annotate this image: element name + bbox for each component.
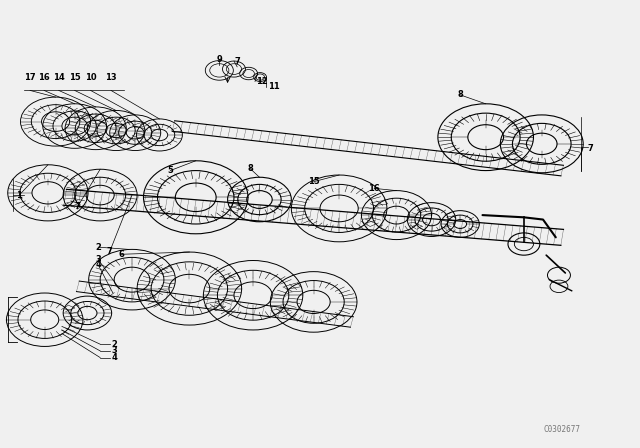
- Text: 7: 7: [234, 57, 240, 66]
- Text: 15: 15: [308, 177, 319, 186]
- Text: C0302677: C0302677: [543, 425, 580, 434]
- Text: 2: 2: [111, 340, 118, 349]
- Text: 16: 16: [38, 73, 50, 82]
- Text: 7: 7: [588, 144, 593, 153]
- Text: 7: 7: [75, 202, 81, 211]
- Text: 8: 8: [458, 90, 463, 99]
- Text: 10: 10: [84, 73, 97, 82]
- Text: 9: 9: [216, 55, 222, 64]
- Text: 15: 15: [68, 73, 81, 82]
- Text: 1: 1: [16, 190, 22, 199]
- Text: 7: 7: [107, 247, 113, 256]
- Text: 4: 4: [95, 260, 101, 269]
- Text: 17: 17: [24, 73, 36, 82]
- Text: 4: 4: [111, 353, 118, 362]
- Text: 5: 5: [167, 166, 173, 175]
- Text: 12: 12: [256, 77, 268, 86]
- Text: 3: 3: [111, 346, 117, 355]
- Text: 6: 6: [118, 250, 124, 259]
- Text: 16: 16: [368, 184, 380, 193]
- Text: 11: 11: [268, 82, 280, 91]
- Text: 2: 2: [95, 243, 101, 252]
- Text: 8: 8: [247, 164, 253, 173]
- Text: 3: 3: [95, 255, 101, 264]
- Text: 14: 14: [53, 73, 65, 82]
- Text: 13: 13: [105, 73, 117, 82]
